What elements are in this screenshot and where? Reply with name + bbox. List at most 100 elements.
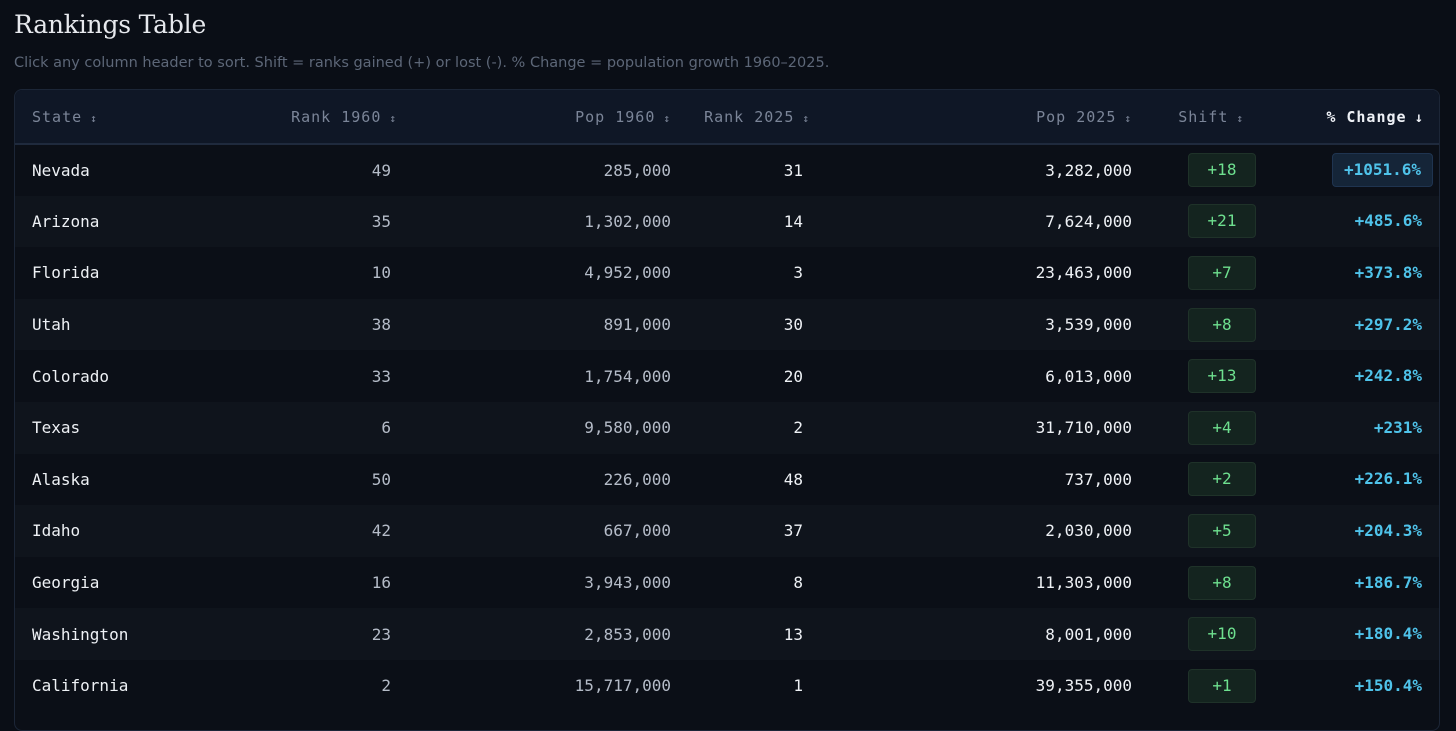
cell-state: Alaska	[32, 469, 90, 489]
sort-icon: ↕	[90, 111, 98, 125]
column-header-state[interactable]: State ↕	[15, 90, 215, 144]
cell-state: Florida	[32, 263, 100, 283]
cell-rank-2025: 30	[783, 315, 803, 335]
shift-badge: +2	[1188, 462, 1256, 497]
table-row: Nevada 49 285,000 31 3,282,000 +18 +1051…	[15, 144, 1439, 196]
table-row: Utah 38 891,000 30 3,539,000 +8 +297.2%	[15, 298, 1439, 351]
cell-pop-1960: 285,000	[603, 160, 671, 180]
cell-rank-2025: 8	[793, 573, 803, 593]
table-row: Washington 23 2,853,000 13 8,001,000 +10…	[15, 608, 1439, 660]
pct-change-value: +297.2%	[1354, 314, 1422, 334]
cell-rank-2025: 20	[783, 366, 803, 386]
cell-pct-change: +186.7%	[1266, 557, 1439, 609]
cell-pct-change: +373.8%	[1266, 247, 1439, 299]
shift-badge: +10	[1188, 617, 1256, 652]
cell-pop-1960: 9,580,000	[584, 418, 671, 438]
cell-pct-change: +180.4%	[1266, 608, 1439, 660]
cell-rank-1960: 10	[371, 263, 391, 283]
cell-pop-2025: 39,355,000	[1035, 676, 1132, 696]
shift-badge: +13	[1188, 359, 1256, 394]
sort-desc-icon: ↓	[1414, 109, 1424, 126]
cell-shift: +18	[1141, 144, 1266, 196]
column-header-pop-1960[interactable]: Pop 1960 ↕	[437, 90, 682, 144]
cell-pct-change: +297.2%	[1266, 299, 1439, 351]
sort-icon: ↕	[389, 111, 397, 125]
cell-pop-2025: 7,624,000	[1045, 211, 1132, 231]
column-header-label: % Change	[1326, 107, 1407, 126]
cell-pct-change: +150.4%	[1266, 660, 1439, 712]
pct-change-value: +186.7%	[1354, 572, 1422, 592]
table-row: Alaska 50 226,000 48 737,000 +2 +226.1%	[15, 453, 1439, 506]
cell-state: Nevada	[32, 160, 90, 180]
cell-pct-change: +242.8%	[1266, 350, 1439, 402]
cell-rank-2025: 14	[783, 211, 803, 231]
cell-pop-2025: 23,463,000	[1035, 263, 1132, 283]
cell-rank-1960: 2	[381, 676, 391, 696]
shift-badge: +18	[1188, 153, 1256, 188]
cell-rank-1960: 6	[381, 418, 391, 438]
cell-pop-1960: 3,943,000	[584, 573, 671, 593]
column-header-rank-1960[interactable]: Rank 1960 ↕	[215, 90, 437, 144]
pct-change-value: +150.4%	[1354, 675, 1422, 695]
cell-pct-change: +1051.6%	[1266, 144, 1439, 196]
cell-pop-1960: 667,000	[603, 521, 671, 541]
cell-pct-change: +204.3%	[1266, 505, 1439, 557]
cell-rank-2025: 1	[793, 676, 803, 696]
cell-pop-2025: 3,539,000	[1045, 315, 1132, 335]
column-header-label: Rank 2025	[704, 107, 795, 126]
pct-change-value: +226.1%	[1354, 469, 1422, 489]
sort-icon: ↕	[663, 111, 671, 125]
cell-shift: +10	[1141, 608, 1266, 660]
cell-shift: +2	[1141, 454, 1266, 506]
cell-rank-2025: 13	[783, 624, 803, 644]
pct-change-value: +485.6%	[1354, 211, 1422, 231]
cell-rank-1960: 49	[371, 160, 391, 180]
cell-rank-2025: 48	[783, 469, 803, 489]
cell-pop-2025: 2,030,000	[1045, 521, 1132, 541]
table-row: Georgia 16 3,943,000 8 11,303,000 +8 +18…	[15, 556, 1439, 609]
table-row: Texas 6 9,580,000 2 31,710,000 +4 +231%	[15, 401, 1439, 454]
cell-rank-2025: 2	[793, 418, 803, 438]
cell-pop-2025: 737,000	[1064, 469, 1132, 489]
cell-shift: +5	[1141, 505, 1266, 557]
cell-pop-1960: 1,302,000	[584, 211, 671, 231]
sort-icon: ↕	[802, 111, 810, 125]
column-header-label: State	[32, 107, 83, 126]
cell-rank-2025: 37	[783, 521, 803, 541]
cell-rank-2025: 31	[783, 160, 803, 180]
cell-pop-2025: 31,710,000	[1035, 418, 1132, 438]
column-header-rank-2025[interactable]: Rank 2025 ↕	[682, 90, 857, 144]
table-row: Arizona 35 1,302,000 14 7,624,000 +21 +4…	[15, 195, 1439, 248]
cell-rank-1960: 50	[371, 469, 391, 489]
column-header-label: Shift	[1178, 107, 1229, 126]
cell-pop-2025: 11,303,000	[1035, 573, 1132, 593]
shift-badge: +8	[1188, 565, 1256, 600]
pct-change-highlight: +1051.6%	[1331, 153, 1433, 188]
shift-badge: +5	[1188, 513, 1256, 548]
cell-pop-1960: 891,000	[603, 315, 671, 335]
cell-shift: +21	[1141, 196, 1266, 248]
column-header-label: Pop 1960	[575, 107, 656, 126]
page-subtitle: Click any column header to sort. Shift =…	[14, 55, 830, 71]
cell-state: Utah	[32, 315, 71, 335]
cell-pop-2025: 6,013,000	[1045, 366, 1132, 386]
cell-pct-change: +485.6%	[1266, 196, 1439, 248]
cell-shift: +8	[1141, 557, 1266, 609]
cell-state: Texas	[32, 418, 81, 438]
table-row: California 2 15,717,000 1 39,355,000 +1 …	[15, 659, 1439, 712]
cell-rank-2025: 3	[793, 263, 803, 283]
pct-change-value: +231%	[1373, 417, 1422, 437]
column-header-pct-change[interactable]: % Change ↓	[1266, 90, 1439, 144]
cell-pop-2025: 8,001,000	[1045, 624, 1132, 644]
cell-state: Idaho	[32, 521, 81, 541]
column-header-shift[interactable]: Shift ↕	[1141, 90, 1266, 144]
shift-badge: +1	[1188, 668, 1256, 703]
table-body: Nevada 49 285,000 31 3,282,000 +18 +1051…	[15, 144, 1439, 712]
column-header-pop-2025[interactable]: Pop 2025 ↕	[857, 90, 1141, 144]
table-row: Florida 10 4,952,000 3 23,463,000 +7 +37…	[15, 247, 1439, 299]
cell-state: Colorado	[32, 366, 110, 386]
cell-rank-1960: 23	[371, 624, 391, 644]
rankings-table: State ↕ Rank 1960 ↕ Pop 1960 ↕ Rank 2025 ↕ P…	[15, 90, 1439, 712]
cell-pop-1960: 2,853,000	[584, 624, 671, 644]
cell-shift: +1	[1141, 660, 1266, 712]
